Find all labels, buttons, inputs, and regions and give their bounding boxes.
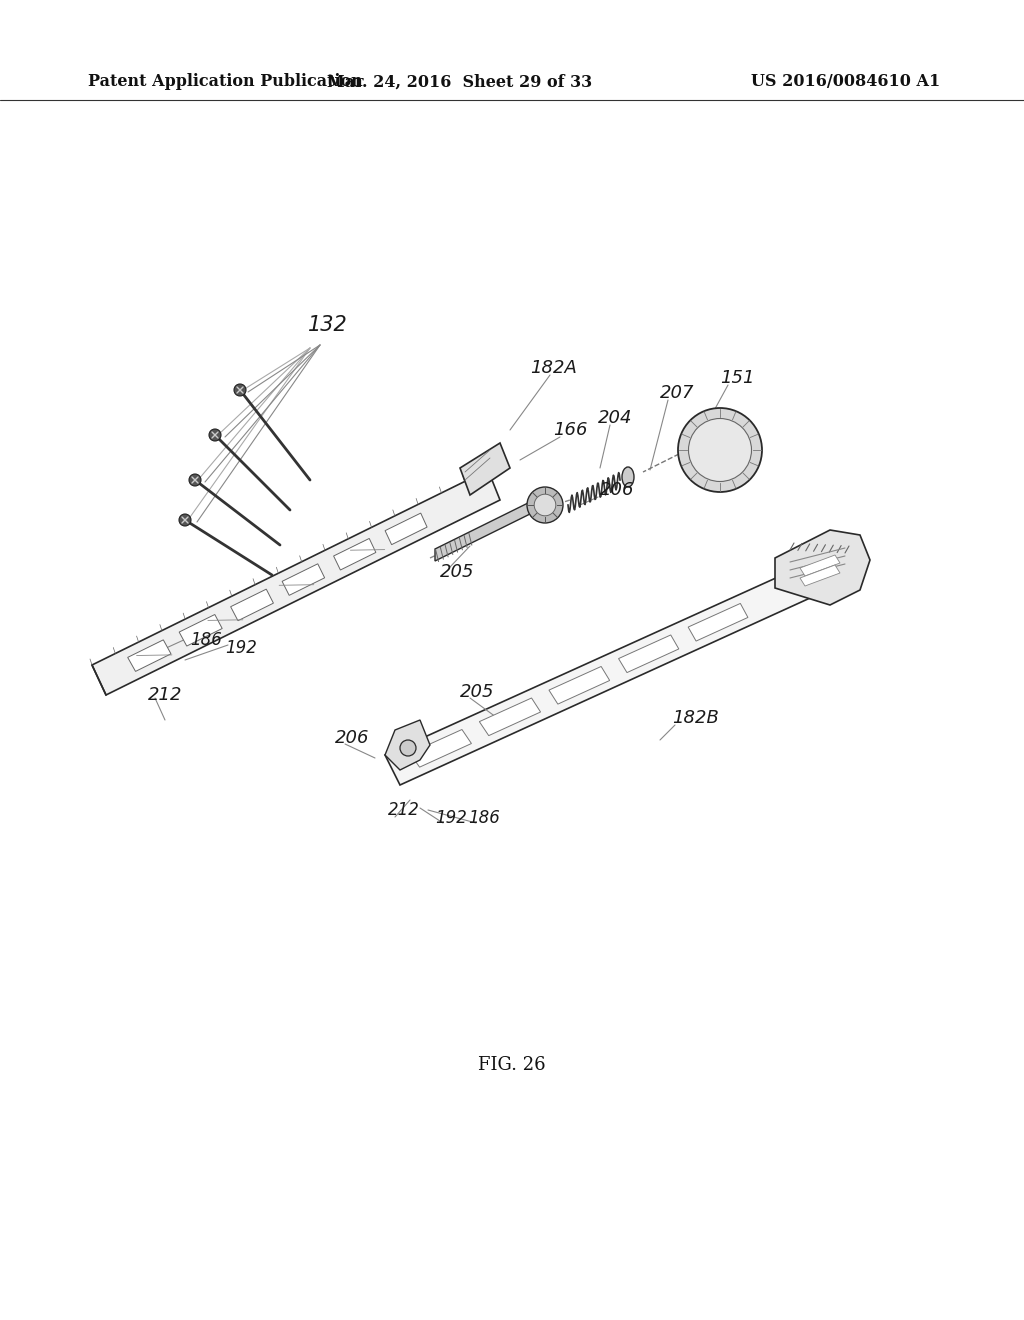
Circle shape bbox=[234, 384, 246, 396]
Text: 206: 206 bbox=[600, 480, 635, 499]
Text: 206: 206 bbox=[335, 729, 370, 747]
Polygon shape bbox=[800, 554, 840, 576]
Circle shape bbox=[535, 494, 556, 516]
Text: 132: 132 bbox=[308, 315, 348, 335]
Circle shape bbox=[527, 487, 563, 523]
Text: 207: 207 bbox=[660, 384, 694, 403]
Text: 204: 204 bbox=[598, 409, 633, 426]
Text: 192: 192 bbox=[435, 809, 467, 828]
Polygon shape bbox=[410, 730, 471, 767]
Circle shape bbox=[209, 429, 221, 441]
Polygon shape bbox=[179, 615, 222, 645]
Polygon shape bbox=[385, 558, 831, 785]
Polygon shape bbox=[479, 698, 541, 735]
Polygon shape bbox=[800, 565, 840, 586]
Text: US 2016/0084610 A1: US 2016/0084610 A1 bbox=[751, 74, 940, 91]
Text: 205: 205 bbox=[440, 564, 474, 581]
Text: Mar. 24, 2016  Sheet 29 of 33: Mar. 24, 2016 Sheet 29 of 33 bbox=[328, 74, 593, 91]
Text: 151: 151 bbox=[720, 370, 755, 387]
Polygon shape bbox=[385, 513, 427, 545]
Polygon shape bbox=[460, 444, 510, 495]
Polygon shape bbox=[775, 531, 870, 605]
Polygon shape bbox=[128, 640, 171, 672]
Circle shape bbox=[400, 741, 416, 756]
Text: 182B: 182B bbox=[672, 709, 719, 727]
Polygon shape bbox=[618, 635, 679, 673]
Circle shape bbox=[179, 513, 191, 525]
Text: 186: 186 bbox=[190, 631, 222, 649]
Polygon shape bbox=[688, 603, 748, 642]
Text: 182A: 182A bbox=[530, 359, 577, 378]
Text: 186: 186 bbox=[468, 809, 500, 828]
Polygon shape bbox=[92, 470, 500, 696]
Circle shape bbox=[678, 408, 762, 492]
Polygon shape bbox=[283, 564, 325, 595]
Text: FIG. 26: FIG. 26 bbox=[478, 1056, 546, 1074]
Polygon shape bbox=[549, 667, 609, 704]
Polygon shape bbox=[435, 502, 530, 561]
Polygon shape bbox=[334, 539, 376, 570]
Text: Patent Application Publication: Patent Application Publication bbox=[88, 74, 362, 91]
Circle shape bbox=[688, 418, 752, 482]
Polygon shape bbox=[385, 719, 430, 770]
Text: 212: 212 bbox=[148, 686, 182, 704]
Text: 212: 212 bbox=[388, 801, 420, 818]
Text: 192: 192 bbox=[225, 639, 257, 657]
Ellipse shape bbox=[622, 467, 634, 487]
Text: 166: 166 bbox=[553, 421, 588, 440]
Text: 205: 205 bbox=[460, 682, 495, 701]
Circle shape bbox=[189, 474, 201, 486]
Polygon shape bbox=[230, 589, 273, 620]
